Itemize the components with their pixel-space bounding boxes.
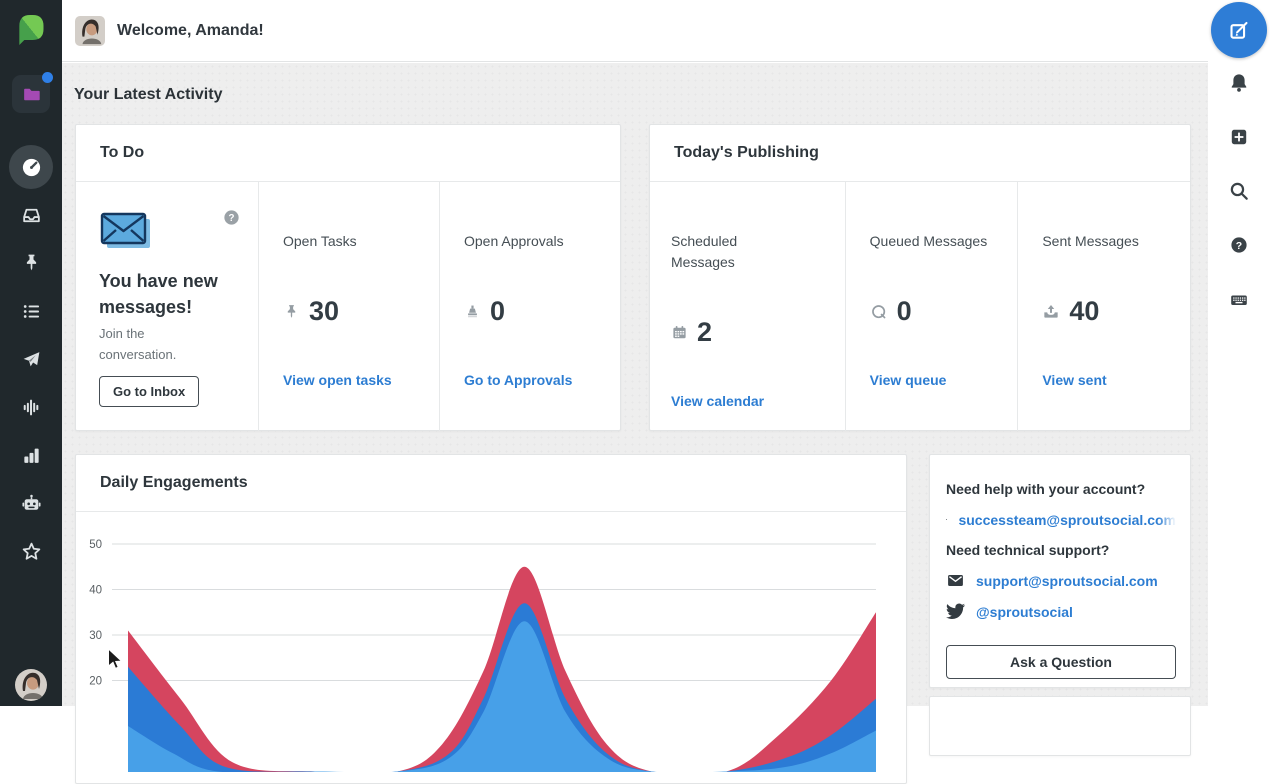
view-open-tasks-link[interactable]: View open tasks — [283, 372, 392, 388]
todo-card: To Do ? You have new messages! Jo — [75, 124, 621, 431]
queue-icon — [870, 303, 888, 321]
publishing-card: Today's Publishing Scheduled Messages — [649, 124, 1191, 431]
paper-plane-icon — [23, 351, 39, 366]
sidebar-item-inbox[interactable] — [0, 203, 62, 227]
new-messages-heading: You have new messages! — [99, 271, 218, 317]
svg-text:30: 30 — [89, 630, 102, 642]
sidebar-item-feeds[interactable] — [0, 299, 62, 323]
pushpin-icon — [26, 254, 36, 270]
stat-label: Sent Messages — [1042, 233, 1139, 249]
sent-icon — [1042, 303, 1060, 321]
stat-value: 30 — [309, 296, 340, 326]
sidebar-item-dashboard[interactable] — [0, 145, 62, 189]
twitter-icon — [946, 603, 965, 620]
sidebar-item-accounts[interactable] — [0, 72, 62, 114]
ask-a-question-button[interactable]: Ask a Question — [946, 645, 1176, 679]
dashboard-gauge-icon — [22, 158, 40, 176]
sidebar-profile-avatar[interactable] — [0, 669, 62, 701]
mouse-cursor — [108, 648, 123, 669]
sprout-logo-icon[interactable] — [0, 8, 62, 52]
scheduled-messages-stat: Scheduled Messages — [650, 182, 845, 431]
sidebar-item-automation[interactable] — [0, 491, 62, 515]
go-to-approvals-link[interactable]: Go to Approvals — [464, 372, 573, 388]
bar-chart-icon — [23, 448, 39, 463]
sidebar-item-reports[interactable] — [0, 443, 62, 467]
stat-value: 0 — [490, 296, 506, 326]
sidebar-item-tasks[interactable] — [0, 250, 62, 274]
sidebar-item-publishing[interactable] — [0, 347, 62, 371]
svg-text:20: 20 — [89, 676, 102, 688]
list-icon — [23, 304, 39, 318]
search-icon — [1230, 182, 1248, 200]
help-panel: Need help with your account? successteam… — [929, 454, 1191, 688]
new-messages-panel: ? You have new messages! Join the conver… — [76, 182, 258, 431]
todo-card-title: To Do — [76, 125, 620, 182]
daily-engagements-chart: 50 40 30 20 — [89, 539, 876, 772]
svg-text:?: ? — [229, 213, 235, 224]
svg-text:50: 50 — [89, 539, 102, 551]
sidebar-item-reviews[interactable] — [0, 539, 62, 563]
go-to-inbox-button[interactable]: Go to Inbox — [99, 376, 200, 407]
section-title: Your Latest Activity — [74, 86, 223, 103]
help-tooltip-icon[interactable]: ? — [223, 209, 240, 226]
search-button[interactable] — [1208, 180, 1270, 202]
sidebar-item-listening[interactable] — [0, 395, 62, 419]
sent-messages-stat: Sent Messages 40 View sent — [1017, 182, 1190, 431]
help-button[interactable]: ? — [1208, 235, 1270, 255]
account-help-heading: Need help with your account? — [946, 481, 1146, 497]
bell-icon — [1231, 74, 1247, 92]
daily-engagements-title: Daily Engagements — [76, 455, 906, 512]
pushpin-icon — [283, 303, 300, 320]
daily-engagements-card: Daily Engagements 50 40 30 20 — [75, 454, 907, 784]
view-sent-link[interactable]: View sent — [1042, 372, 1107, 388]
stat-label: Open Approvals — [464, 233, 564, 249]
view-queue-link[interactable]: View queue — [869, 372, 947, 388]
svg-text:40: 40 — [89, 585, 102, 597]
stat-label: Open Tasks — [283, 233, 357, 249]
stat-value: 2 — [697, 317, 713, 347]
welcome-message: Welcome, Amanda! — [117, 21, 264, 39]
open-approvals-stat: Open Approvals 0 Go to Approvals — [439, 182, 620, 431]
inbox-icon — [22, 208, 40, 222]
twitter-handle-link[interactable]: @sproutsocial — [976, 603, 1073, 620]
view-calendar-link[interactable]: View calendar — [671, 393, 765, 409]
user-avatar[interactable] — [75, 15, 105, 46]
stat-value: 40 — [1069, 296, 1100, 326]
support-email-link[interactable]: support@sproutsocial.com — [976, 572, 1158, 589]
keyboard-icon — [1231, 295, 1247, 305]
compose-button[interactable] — [1208, 2, 1270, 58]
robot-icon — [21, 494, 41, 510]
calendar-icon — [671, 324, 688, 341]
audio-wave-icon — [23, 399, 38, 415]
queued-messages-stat: Queued Messages 0 View queue — [844, 182, 1018, 431]
main-content: Your Latest Activity To Do ? Y — [62, 63, 1208, 784]
stat-label: Queued Messages — [869, 233, 988, 249]
page-header: Welcome, Amanda! — [62, 0, 1208, 62]
technical-support-heading: Need technical support? — [946, 542, 1110, 558]
right-toolbar: ? — [1208, 0, 1270, 706]
star-icon — [22, 542, 40, 560]
email-icon — [946, 519, 948, 520]
notifications-button[interactable] — [1208, 72, 1270, 94]
add-button[interactable] — [1208, 127, 1270, 147]
folder-icon — [23, 88, 40, 100]
stat-label: Scheduled Messages — [671, 233, 738, 270]
question-circle-icon: ? — [1231, 237, 1247, 253]
notification-dot — [42, 72, 53, 83]
compose-icon — [1230, 21, 1248, 39]
plus-square-icon — [1231, 129, 1247, 145]
successteam-email-link[interactable]: successteam@sproutsocial.com — [958, 511, 1176, 528]
email-icon — [948, 574, 963, 587]
next-card-partial — [929, 696, 1191, 756]
publishing-card-title: Today's Publishing — [650, 125, 1190, 182]
new-messages-subtext: Join the conversation. — [99, 326, 177, 362]
envelope-illustration — [100, 212, 150, 248]
stamp-icon — [464, 303, 481, 320]
keyboard-shortcuts-button[interactable] — [1208, 291, 1270, 309]
open-tasks-stat: Open Tasks 30 View open tasks — [258, 182, 439, 431]
svg-text:?: ? — [1236, 240, 1242, 252]
sidebar — [0, 0, 62, 706]
stat-value: 0 — [896, 296, 912, 326]
